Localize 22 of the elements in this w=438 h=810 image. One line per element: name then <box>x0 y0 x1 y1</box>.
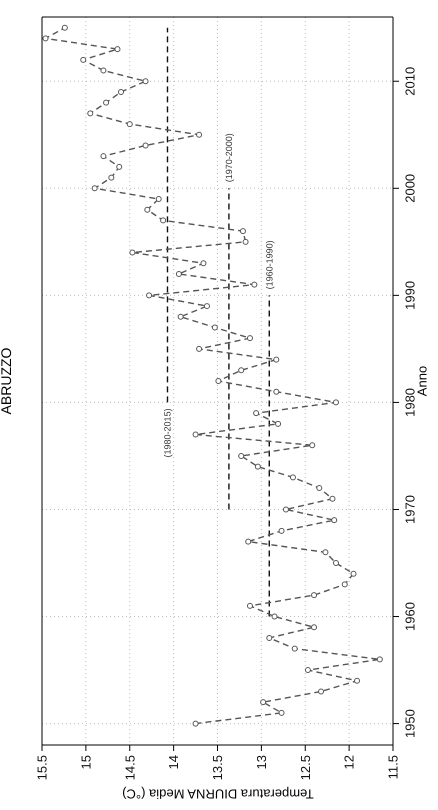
y-tick-label: 1970 <box>402 495 418 524</box>
x-tick-label: 14.5 <box>122 755 138 780</box>
y-tick-label: 2010 <box>402 66 418 96</box>
x-tick-label: 13.5 <box>210 755 226 780</box>
x-tick-label: 12.5 <box>298 755 313 780</box>
annotation: (1980-2015) <box>162 408 172 458</box>
y-tick-label: 2000 <box>402 174 418 203</box>
text: ABRUZZO <box>0 348 14 414</box>
x-tick-label: 15 <box>78 755 94 770</box>
y-tick-label: 1950 <box>402 709 418 738</box>
annotation: (1960-1990) <box>264 240 274 290</box>
y-axis-title: Anno <box>414 366 430 396</box>
y-tick-label: 1990 <box>402 280 418 310</box>
annotation: (1970-2000) <box>224 133 234 182</box>
x-tick-label: 14 <box>166 755 182 770</box>
x-tick-label: 15.5 <box>34 755 50 780</box>
y-tick-label: 1980 <box>402 388 418 417</box>
x-axis-title: Temperatura DIURNA Media (°C) <box>122 786 314 802</box>
y-tick-label: 1960 <box>402 602 418 631</box>
x-tick-label: 13 <box>254 755 269 770</box>
x-tick-label: 11.5 <box>386 755 400 780</box>
x-tick-label: 12 <box>342 755 357 770</box>
